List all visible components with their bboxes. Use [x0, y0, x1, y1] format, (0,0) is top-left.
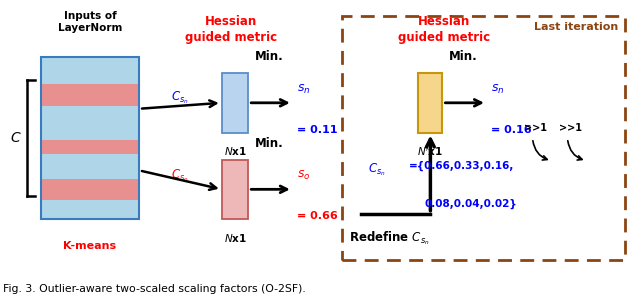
Bar: [419, 73, 442, 132]
Text: $s_o$: $s_o$: [297, 169, 310, 182]
Text: $C_{s_o}$: $C_{s_o}$: [171, 168, 189, 184]
Text: Min.: Min.: [449, 50, 477, 63]
Text: ={0.66,0.33,0.16,: ={0.66,0.33,0.16,: [409, 161, 514, 171]
Text: Min.: Min.: [255, 137, 284, 150]
Text: Hessian
guided metric: Hessian guided metric: [185, 15, 277, 44]
Bar: [221, 73, 248, 132]
Text: Min.: Min.: [255, 50, 284, 63]
Bar: [342, 16, 625, 260]
Text: Redefine $C_{s_n}$: Redefine $C_{s_n}$: [349, 229, 429, 247]
Bar: [221, 160, 248, 219]
Text: $N$x1: $N$x1: [223, 145, 246, 158]
Bar: [41, 57, 139, 219]
Text: >>1: >>1: [559, 122, 582, 132]
Text: $C$: $C$: [10, 131, 21, 145]
Bar: [41, 57, 139, 219]
Bar: [41, 178, 139, 200]
Bar: [41, 84, 139, 106]
Text: $N'$x1: $N'$x1: [417, 145, 444, 158]
Bar: [41, 140, 139, 154]
Text: Hessian
guided metric: Hessian guided metric: [397, 15, 490, 44]
Text: Inputs of
LayerNorm: Inputs of LayerNorm: [58, 11, 122, 33]
Text: $s_n$: $s_n$: [297, 83, 310, 96]
Text: $s_n$: $s_n$: [492, 83, 505, 96]
Text: = 0.66: = 0.66: [297, 211, 338, 221]
Text: = 0.16: = 0.16: [492, 125, 532, 135]
Text: Fig. 3. Outlier-aware two-scaled scaling factors (O-2SF).: Fig. 3. Outlier-aware two-scaled scaling…: [3, 284, 305, 294]
Text: K-means: K-means: [63, 241, 116, 251]
Text: $N$x1: $N$x1: [223, 232, 246, 244]
Text: $C_{s_n}$: $C_{s_n}$: [171, 89, 189, 106]
Text: Last iteration: Last iteration: [534, 22, 618, 32]
Text: $C_{s_n}$: $C_{s_n}$: [367, 161, 385, 178]
Text: = 0.11: = 0.11: [297, 125, 338, 135]
Text: >>1: >>1: [524, 122, 547, 132]
Text: 0.08,0.04,0.02}: 0.08,0.04,0.02}: [425, 199, 517, 209]
